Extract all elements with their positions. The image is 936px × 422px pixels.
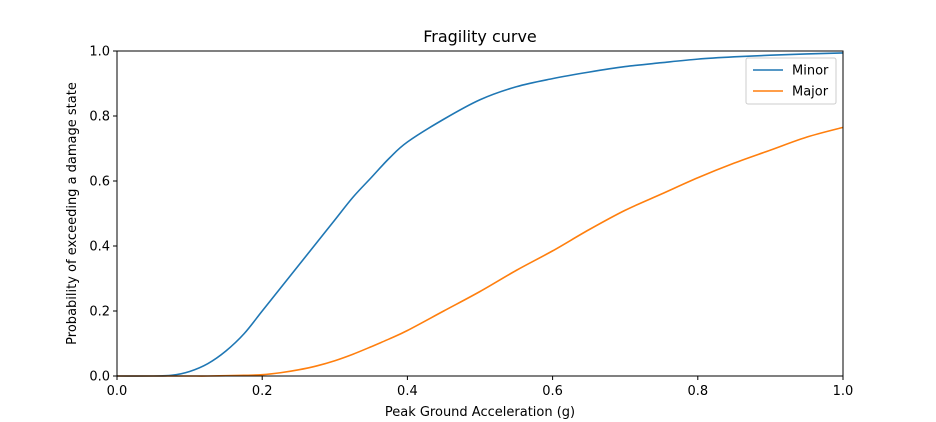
legend: Minor Major	[745, 57, 837, 105]
x-tick-label: 0.2	[252, 384, 273, 399]
x-tick-label: 0.0	[107, 384, 128, 399]
x-tick-label: 0.4	[397, 384, 418, 399]
chart-title: Fragility curve	[423, 27, 537, 46]
y-tick-label: 0.6	[89, 175, 110, 190]
legend-label-major: Major	[792, 85, 829, 100]
plot-lines	[116, 52, 844, 377]
x-tick-label: 0.8	[687, 384, 708, 399]
series-line-minor	[116, 52, 844, 377]
legend-label-minor: Minor	[792, 64, 829, 79]
plot-frame	[116, 50, 844, 377]
x-axis-ticks: 0.0 0.2 0.4 0.6 0.8 1.0	[107, 376, 854, 399]
y-axis-label: Probability of exceeding a damage state	[65, 82, 80, 345]
y-axis-ticks: 0.0 0.2 0.4 0.6 0.8 1.0	[89, 45, 117, 385]
x-tick-label: 1.0	[833, 384, 854, 399]
y-tick-label: 0.8	[89, 110, 110, 125]
x-tick-label: 0.6	[542, 384, 563, 399]
series-line-major	[117, 126, 844, 377]
y-tick-label: 1.0	[89, 45, 110, 60]
y-tick-label: 0.2	[89, 305, 110, 320]
y-tick-label: 0.0	[89, 370, 110, 385]
x-axis-label: Peak Ground Acceleration (g)	[385, 405, 575, 420]
y-tick-label: 0.4	[89, 240, 110, 255]
